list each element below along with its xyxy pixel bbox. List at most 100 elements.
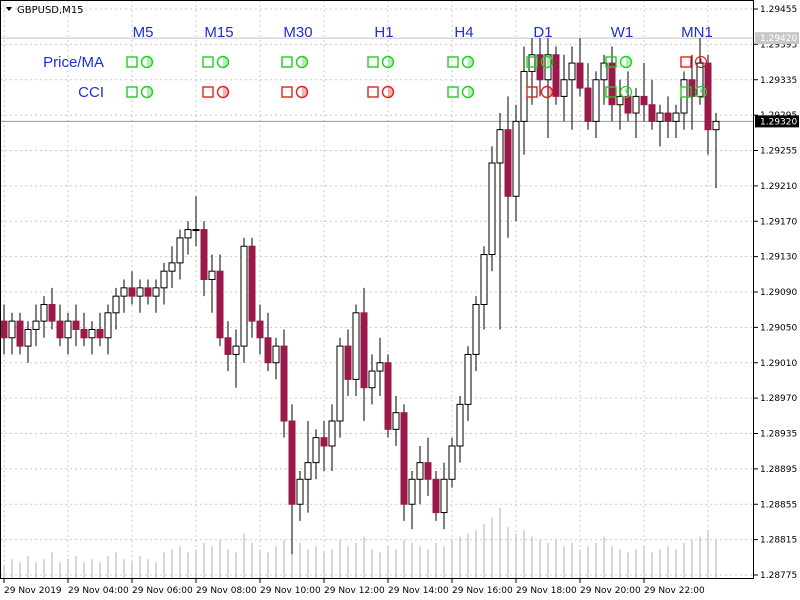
candle: [128, 271, 136, 305]
price-level-label: 1.29420: [760, 34, 797, 44]
signal-square-icon: [447, 86, 459, 98]
symbol-dropdown-arrow-icon[interactable]: [6, 7, 12, 11]
candle: [200, 221, 208, 297]
candle: [592, 71, 600, 139]
candle: [64, 312, 72, 355]
candle: [648, 79, 656, 130]
candle: [640, 63, 648, 122]
signal-square-icon: [281, 86, 293, 98]
candle-body-bear: [648, 104, 656, 122]
signal-cell: [680, 55, 708, 69]
price-tick-label: 1.29010: [760, 359, 797, 369]
timeframe-label: M5: [133, 24, 154, 41]
candle-body-bear: [224, 337, 232, 355]
candle: [72, 304, 80, 347]
candle-body-bull: [232, 345, 240, 355]
signal-circle-fill: [547, 86, 553, 98]
signal-cell: [367, 85, 395, 99]
candle: [312, 429, 320, 480]
price-tick-label: 1.28895: [760, 465, 797, 475]
candle: [464, 346, 472, 422]
candle: [504, 96, 512, 238]
candle: [136, 279, 144, 313]
signal-circle-fill: [223, 86, 229, 98]
signal-circle-fill: [468, 86, 474, 98]
chart-title-group: GBPUSD,M15: [6, 5, 84, 16]
signal-circle-icon: [295, 85, 309, 99]
candle: [392, 396, 400, 446]
candle: [528, 38, 536, 105]
candle: [176, 229, 184, 280]
candle-body-bear: [424, 462, 432, 480]
candle: [256, 304, 264, 355]
price-tick-label: 1.29255: [760, 147, 797, 157]
candle: [408, 470, 416, 530]
signal-clock-icon: [694, 55, 708, 69]
signal-square-icon: [526, 86, 538, 98]
candle: [152, 279, 160, 313]
candle: [272, 337, 280, 380]
price-level-badge-bg: [755, 115, 799, 128]
candle-body-bear: [248, 245, 256, 322]
candle: [512, 104, 520, 222]
candle-body-bear: [704, 62, 712, 131]
candle-body-bull: [312, 437, 320, 464]
candle: [264, 312, 272, 372]
candle-body-bull: [672, 112, 680, 122]
candle: [88, 321, 96, 355]
candle-body-bear: [320, 437, 328, 447]
candle-body-bear: [584, 87, 592, 122]
signal-square-icon: [680, 56, 692, 68]
signal-circle-fill: [388, 86, 394, 98]
time-tick-label: 29 Nov 14:00: [388, 586, 449, 596]
candle: [16, 312, 24, 355]
candle-body-bull: [336, 345, 344, 422]
signal-clock-icon: [619, 85, 633, 99]
candle: [656, 104, 664, 147]
chart-title: GBPUSD,M15: [17, 5, 84, 16]
candle: [208, 254, 216, 313]
candle: [424, 437, 432, 496]
candle-body-bear: [216, 270, 224, 339]
candle-body-bear: [432, 478, 440, 514]
candle-body-bull: [600, 62, 608, 81]
time-tick-label: 29 Nov 2019: [4, 586, 62, 596]
candle-body-bull: [112, 295, 120, 314]
signal-circle-icon: [540, 55, 554, 69]
signal-cell: [126, 55, 154, 69]
signal-square-icon: [367, 56, 379, 68]
candle-body-bull: [120, 287, 128, 297]
signal-cell: [447, 55, 475, 69]
candle-body-bull: [24, 328, 32, 347]
candle-body-bull: [184, 229, 192, 239]
candle: [280, 329, 288, 438]
signal-circle-icon: [140, 55, 154, 69]
timeframe-label: M30: [283, 24, 312, 41]
candle-body-bear: [256, 320, 264, 339]
timeframe-label: H1: [374, 24, 393, 41]
candle-body-bull: [88, 328, 96, 339]
price-tick-label: 1.29090: [760, 288, 797, 298]
candle: [192, 196, 200, 247]
candle-body-bull: [520, 70, 528, 122]
clock-hand: [700, 91, 705, 94]
candle: [248, 237, 256, 338]
candle-body-bull: [632, 95, 640, 114]
candle: [144, 279, 152, 305]
signal-cell: [605, 85, 633, 99]
candle: [496, 113, 504, 330]
candle: [416, 445, 424, 505]
signal-square-icon: [367, 86, 379, 98]
signal-clock-icon: [694, 85, 708, 99]
candle-body-bull: [376, 362, 384, 372]
candle-body-bull: [472, 303, 480, 355]
candle-body-bull: [192, 229, 200, 232]
indicator-row-label: CCI: [78, 84, 104, 101]
time-tick-label: 29 Nov 10:00: [260, 586, 321, 596]
volume-bars: [3, 508, 717, 578]
candle-body-bear: [280, 345, 288, 422]
signal-circle-icon: [461, 85, 475, 99]
candle: [352, 304, 360, 397]
candle-body-bull: [304, 462, 312, 480]
